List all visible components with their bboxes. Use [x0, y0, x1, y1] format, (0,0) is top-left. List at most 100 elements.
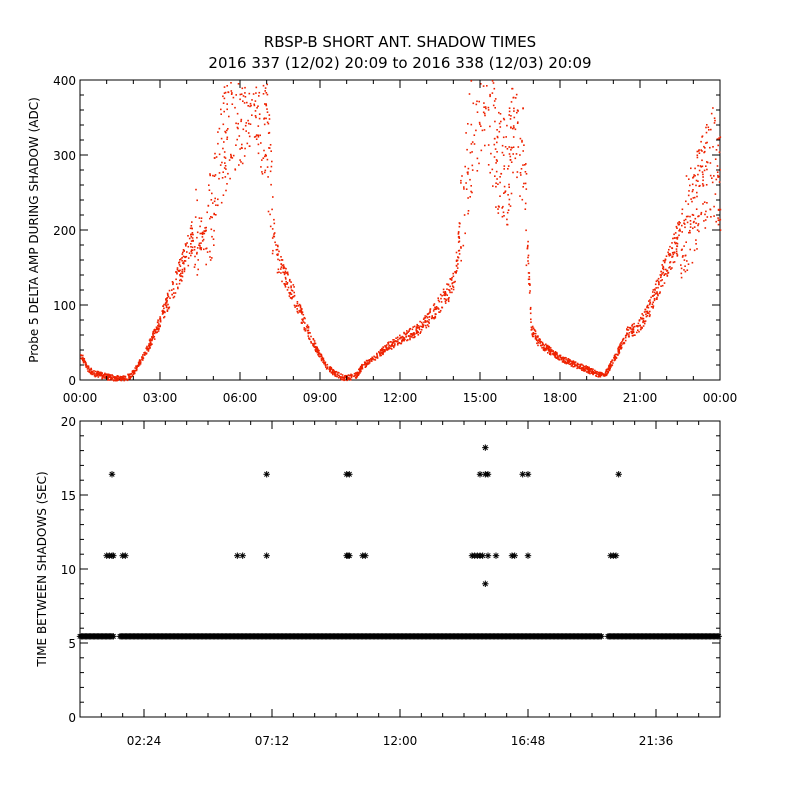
top-data-point: [237, 113, 239, 115]
top-data-point: [281, 281, 283, 283]
top-data-point: [138, 365, 140, 367]
top-data-point: [133, 373, 135, 375]
top-data-point: [403, 337, 405, 339]
top-data-point: [439, 311, 441, 313]
top-data-point: [664, 262, 666, 264]
top-data-point: [509, 153, 511, 155]
top-data-point: [307, 330, 309, 332]
top-data-point: [146, 349, 148, 351]
top-data-point: [592, 374, 594, 376]
top-data-point: [91, 373, 93, 375]
top-data-point: [260, 166, 262, 168]
top-data-point: [255, 115, 257, 117]
top-data-point: [497, 183, 499, 185]
top-data-point: [518, 146, 520, 148]
top-data-point: [632, 335, 634, 337]
top-data-point: [685, 241, 687, 243]
top-data-point: [488, 144, 490, 146]
top-data-point: [209, 218, 211, 220]
top-data-point: [396, 341, 398, 343]
top-data-point: [194, 266, 196, 268]
top-data-point: [209, 173, 211, 175]
top-data-point: [445, 293, 447, 295]
top-data-point: [167, 309, 169, 311]
top-data-point: [99, 375, 101, 377]
top-data-point: [496, 142, 498, 144]
top-data-point: [268, 123, 270, 125]
top-data-point: [268, 147, 270, 149]
top-data-point: [572, 361, 574, 363]
top-data-point: [546, 346, 548, 348]
top-data-point: [543, 349, 545, 351]
top-data-point: [693, 222, 695, 224]
top-data-point: [219, 172, 221, 174]
top-data-point: [494, 107, 496, 109]
top-data-point: [514, 117, 516, 119]
top-data-point: [136, 368, 138, 370]
top-data-point: [301, 322, 303, 324]
top-data-point: [180, 279, 182, 281]
top-data-point: [467, 171, 469, 173]
top-data-point: [273, 233, 275, 235]
top-data-point: [696, 196, 698, 198]
top-data-point: [427, 317, 429, 319]
top-data-point: [172, 281, 174, 283]
top-data-point: [311, 342, 313, 344]
top-data-point: [276, 249, 278, 251]
top-data-point: [277, 272, 279, 274]
top-data-point: [433, 309, 435, 311]
top-data-point: [670, 261, 672, 263]
top-data-point: [688, 195, 690, 197]
top-data-point: [474, 143, 476, 145]
top-data-point: [247, 105, 249, 107]
top-data-point: [332, 374, 334, 376]
top-data-point: [484, 145, 486, 147]
top-data-point: [423, 322, 425, 324]
top-data-point: [279, 260, 281, 262]
top-data-point: [271, 161, 273, 163]
top-data-point: [172, 284, 174, 286]
top-data-point: [460, 260, 462, 262]
top-data-point: [703, 220, 705, 222]
top-data-point: [180, 265, 182, 267]
top-data-point: [182, 269, 184, 271]
top-data-point: [662, 285, 664, 287]
top-data-point: [175, 292, 177, 294]
top-data-point: [625, 337, 627, 339]
top-data-point: [394, 341, 396, 343]
top-data-point: [663, 274, 665, 276]
top-data-point: [223, 124, 225, 126]
top-data-point: [167, 304, 169, 306]
bottom-baseline-point: [715, 633, 721, 639]
top-data-point: [409, 329, 411, 331]
top-data-point: [495, 98, 497, 100]
top-data-point: [194, 249, 196, 251]
top-data-point: [220, 113, 222, 115]
top-data-point: [651, 306, 653, 308]
bottom-y-tick-label: 0: [68, 711, 76, 725]
top-data-point: [630, 327, 632, 329]
bottom-data-point: [482, 444, 488, 450]
top-data-point: [511, 88, 513, 90]
top-data-point: [264, 172, 266, 174]
top-data-point: [151, 340, 153, 342]
top-data-point: [720, 209, 722, 211]
top-data-point: [277, 259, 279, 261]
top-data-point: [526, 188, 528, 190]
top-data-point: [128, 377, 130, 379]
top-data-point: [653, 289, 655, 291]
top-data-point: [288, 287, 290, 289]
top-data-point: [649, 299, 651, 301]
top-data-point: [188, 257, 190, 259]
top-data-point: [689, 185, 691, 187]
top-data-point: [411, 336, 413, 338]
top-data-point: [138, 363, 140, 365]
bottom-x-tick-label: 02:24: [127, 734, 162, 748]
top-data-point: [273, 219, 275, 221]
top-data-point: [190, 255, 192, 257]
top-data-point: [200, 233, 202, 235]
top-data-point: [261, 159, 263, 161]
top-data-point: [270, 150, 272, 152]
top-data-point: [408, 330, 410, 332]
top-data-point: [231, 93, 233, 95]
